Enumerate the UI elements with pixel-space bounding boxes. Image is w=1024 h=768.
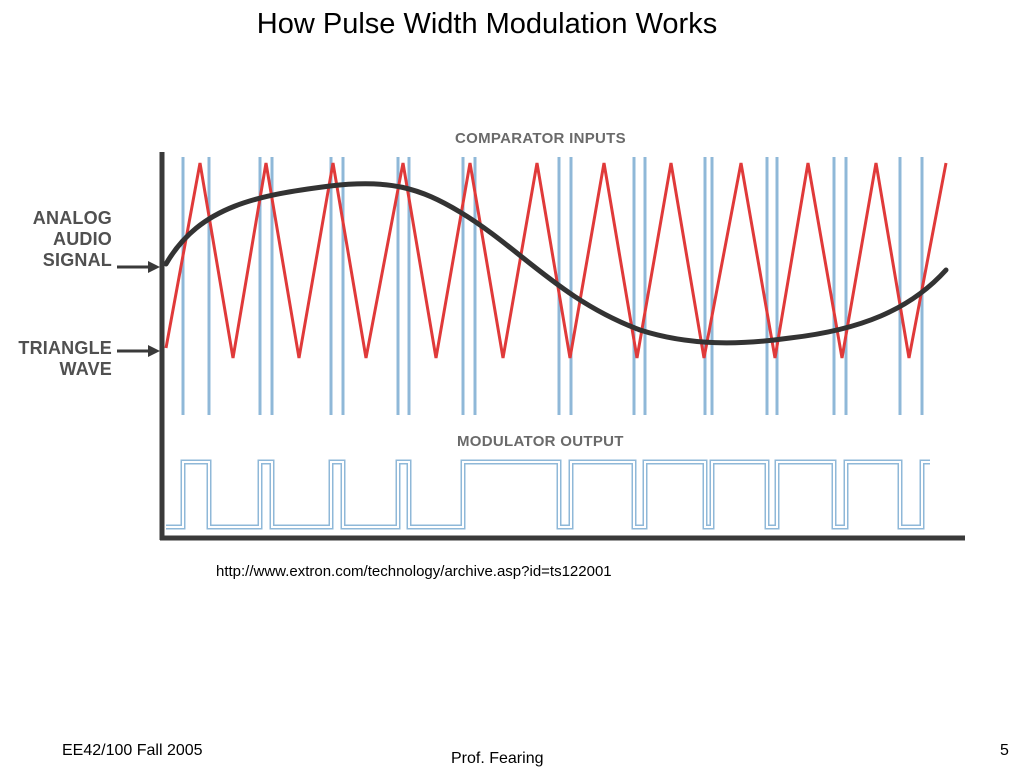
source-url[interactable]: http://www.extron.com/technology/archive… — [216, 563, 612, 580]
page-number: 5 — [1000, 742, 1009, 759]
modulator-output-waveform — [166, 459, 930, 530]
triangle-wave — [164, 162, 948, 359]
analog-arrow — [117, 261, 160, 273]
instructor-footer: Prof. Fearing — [451, 750, 544, 767]
comparator-inputs-label: COMPARATOR INPUTS — [455, 130, 626, 147]
triangle-wave-label: TRIANGLE WAVE — [18, 338, 112, 379]
triangle-arrow — [117, 345, 160, 357]
analog-audio-signal — [163, 181, 949, 346]
modulator-output-label: MODULATOR OUTPUT — [457, 433, 624, 450]
comparator-crossing-lines — [181, 157, 924, 415]
modulator-output-waveform-inner — [166, 461, 930, 528]
course-footer: EE42/100 Fall 2005 — [62, 742, 203, 759]
slide-title: How Pulse Width Modulation Works — [256, 8, 718, 40]
analog-audio-signal-label: ANALOG AUDIO SIGNAL — [32, 208, 112, 270]
